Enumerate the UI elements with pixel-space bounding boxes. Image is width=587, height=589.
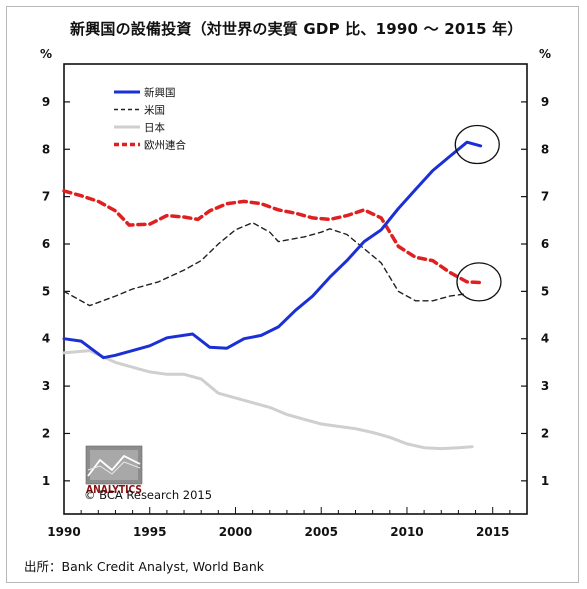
y-tick-label-left: 7 [42, 190, 50, 204]
y-tick-label-left: 3 [42, 379, 50, 393]
y-tick-label-left: 1 [42, 474, 50, 488]
chart-title: 新興国の設備投資（対世界の実質 GDP 比、1990 ～ 2015 年） [70, 20, 523, 38]
y-tick-label-right: 9 [541, 95, 549, 109]
source-note: 出所：Bank Credit Analyst, World Bank [24, 559, 264, 574]
y-tick-label-left: 5 [42, 284, 50, 298]
x-tick-label: 1990 [47, 525, 80, 539]
analytics-logo: ANALYTICS [85, 445, 143, 496]
y-tick-label-left: 9 [42, 95, 50, 109]
x-tick-label: 2015 [476, 525, 509, 539]
x-tick-label: 2010 [390, 525, 423, 539]
x-tick-label: 2005 [305, 525, 338, 539]
highlight-circle-0 [454, 124, 500, 165]
series-group [62, 140, 486, 451]
logo-brand: ANALYTICS [86, 484, 142, 496]
y-tick-label-left: 4 [42, 332, 50, 346]
annotation-group [454, 124, 502, 302]
x-tick-label: 1995 [133, 525, 166, 539]
legend-label-3: 欧州連合 [144, 139, 186, 152]
y-tick-label-right: 1 [541, 474, 549, 488]
y-unit-right: % [539, 47, 551, 61]
y-tick-label-left: 2 [42, 426, 50, 440]
logo-credit: © BCA Research 2015 [84, 488, 212, 502]
y-tick-label-right: 7 [541, 190, 549, 204]
series-line-2 [62, 349, 474, 451]
y-axis-left: 1 2 3 4 5 6 7 8 9 [42, 95, 70, 488]
legend-label-0: 新興国 [144, 86, 176, 99]
chart-frame [6, 6, 579, 583]
legend-label-1: 米国 [144, 104, 165, 117]
plot-area [63, 63, 528, 515]
y-tick-label-right: 4 [541, 332, 549, 346]
y-tick-label-right: 3 [541, 379, 549, 393]
series-line-1 [63, 222, 468, 307]
y-tick-label-left: 6 [42, 237, 50, 251]
y-tick-label-right: 5 [541, 284, 549, 298]
series-line-3 [62, 189, 486, 285]
y-axis-right: 1 2 3 4 5 6 7 8 9 [521, 95, 549, 488]
legend-label-2: 日本 [144, 121, 165, 134]
y-tick-label-right: 2 [541, 426, 549, 440]
series-line-0 [62, 140, 483, 360]
x-tick-label: 2000 [219, 525, 252, 539]
x-axis: 1990 1995 2000 2005 2010 2015 [47, 507, 528, 539]
y-tick-label-right: 6 [541, 237, 549, 251]
y-unit-left: % [40, 47, 52, 61]
y-tick-label-left: 8 [42, 142, 50, 156]
highlight-circle-1 [456, 262, 502, 302]
y-tick-label-right: 8 [541, 142, 549, 156]
